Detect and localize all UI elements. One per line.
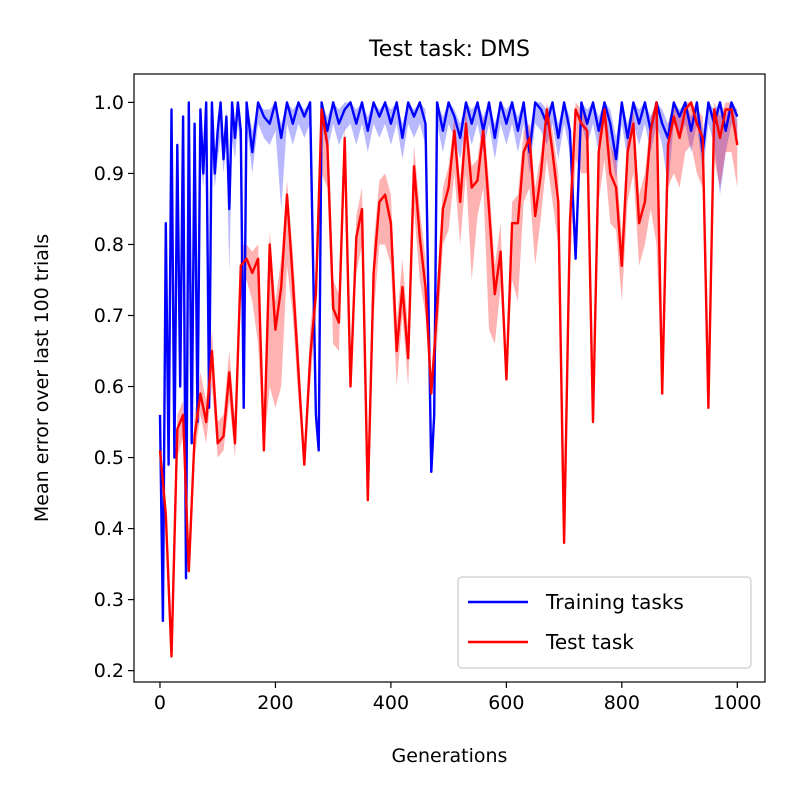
x-axis-label: Generations xyxy=(392,745,508,767)
x-tick-label: 200 xyxy=(257,692,293,714)
chart-title: Test task: DMS xyxy=(368,37,530,62)
y-tick-label: 0.2 xyxy=(94,660,124,682)
legend-box xyxy=(457,576,752,669)
legend-label-test: Test task xyxy=(545,630,634,654)
plot-layer xyxy=(158,101,739,658)
x-tick-label: 600 xyxy=(488,692,524,714)
y-tick-label: 1.0 xyxy=(94,92,124,114)
axes-frame xyxy=(133,73,766,683)
y-tick-label: 0.3 xyxy=(94,589,124,611)
series-band-test xyxy=(160,102,738,657)
tick-layer: 0 200 400 600 800 1000 0.2 0.3 0.4 0.5 0.6 0.7 0.8 0.… xyxy=(94,92,762,714)
series-band-training xyxy=(160,102,738,621)
x-tick-label: 400 xyxy=(373,692,409,714)
x-tick-label: 800 xyxy=(604,692,640,714)
series-line-training xyxy=(158,101,739,623)
y-tick-label: 0.4 xyxy=(94,518,124,540)
legend: Training tasks Test task xyxy=(457,576,752,669)
y-tick-label: 0.6 xyxy=(94,376,124,398)
y-axis-label: Mean error over last 100 trials xyxy=(31,234,53,522)
y-tick-label: 0.8 xyxy=(94,234,124,256)
x-tick-label: 0 xyxy=(154,692,166,714)
series-line-test xyxy=(158,101,739,658)
y-tick-label: 0.7 xyxy=(94,305,124,327)
legend-label-training: Training tasks xyxy=(545,590,684,614)
y-tick-label: 0.9 xyxy=(94,163,124,185)
x-tick-label: 1000 xyxy=(713,692,761,714)
y-tick-label: 0.5 xyxy=(94,447,124,469)
